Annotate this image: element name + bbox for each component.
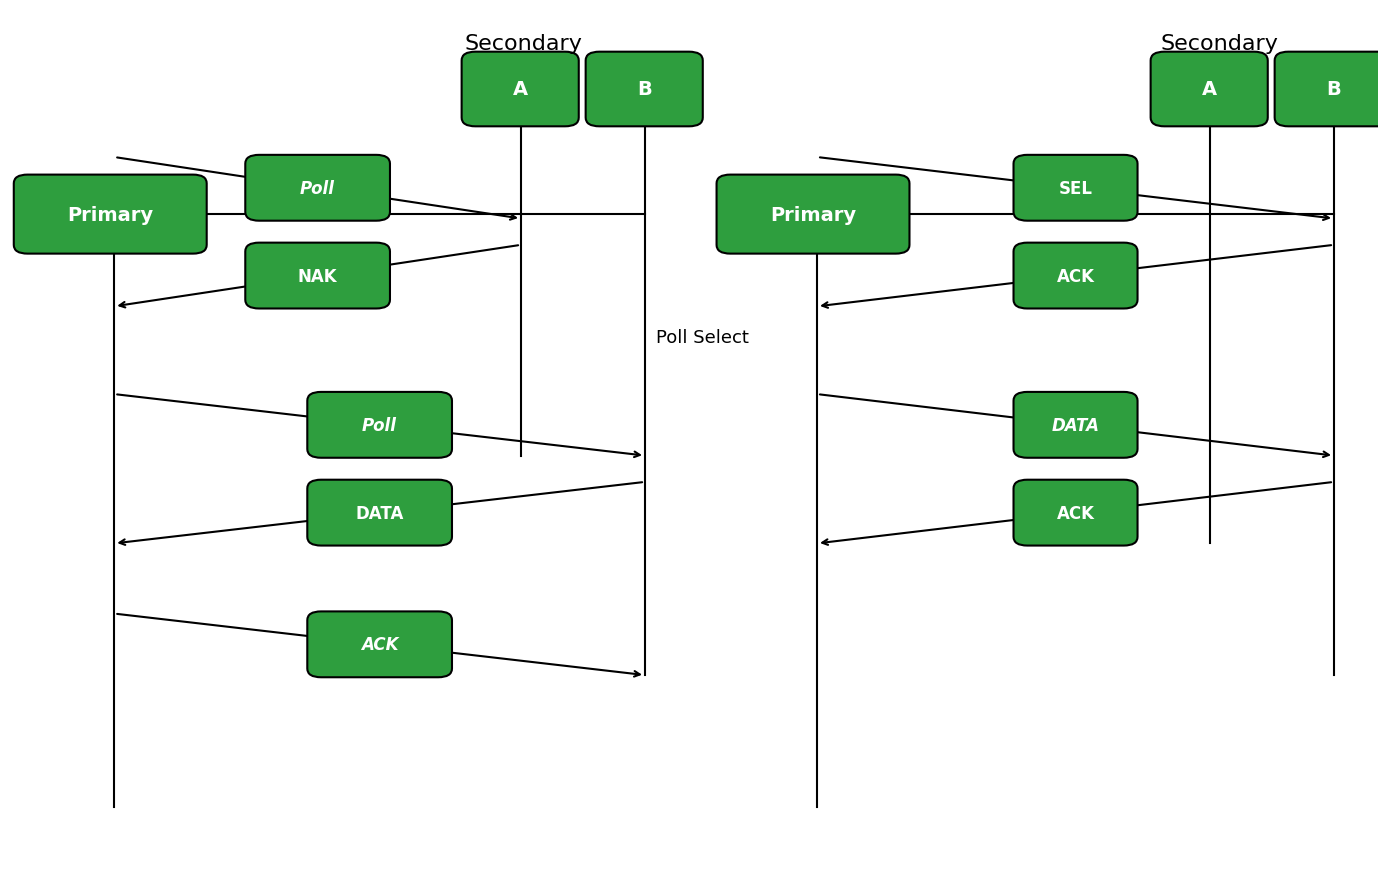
FancyBboxPatch shape [1151,53,1268,127]
FancyBboxPatch shape [586,53,703,127]
FancyBboxPatch shape [1013,156,1137,222]
FancyBboxPatch shape [1013,481,1137,545]
FancyBboxPatch shape [307,481,452,545]
FancyBboxPatch shape [1013,243,1137,309]
Text: B: B [1326,81,1341,99]
FancyBboxPatch shape [14,175,207,254]
Text: ACK: ACK [1057,267,1094,285]
Text: B: B [637,81,652,99]
Text: A: A [513,81,528,99]
Text: ACK: ACK [1057,504,1094,522]
Text: DATA: DATA [1051,417,1100,434]
FancyBboxPatch shape [462,53,579,127]
FancyBboxPatch shape [1013,393,1137,458]
Text: DATA: DATA [356,504,404,522]
Text: A: A [1202,81,1217,99]
Text: Poll Select: Poll Select [656,329,750,346]
Text: Secondary: Secondary [1160,34,1279,53]
FancyBboxPatch shape [307,612,452,677]
Text: Poll: Poll [362,417,397,434]
Text: ACK: ACK [361,636,398,653]
FancyBboxPatch shape [717,175,909,254]
FancyBboxPatch shape [1275,53,1378,127]
FancyBboxPatch shape [245,156,390,222]
Text: Primary: Primary [770,205,856,225]
Text: Poll: Poll [300,180,335,197]
FancyBboxPatch shape [245,243,390,309]
FancyBboxPatch shape [307,393,452,458]
Text: SEL: SEL [1058,180,1093,197]
Text: Secondary: Secondary [464,34,583,53]
Text: Primary: Primary [68,205,153,225]
Text: NAK: NAK [298,267,338,285]
